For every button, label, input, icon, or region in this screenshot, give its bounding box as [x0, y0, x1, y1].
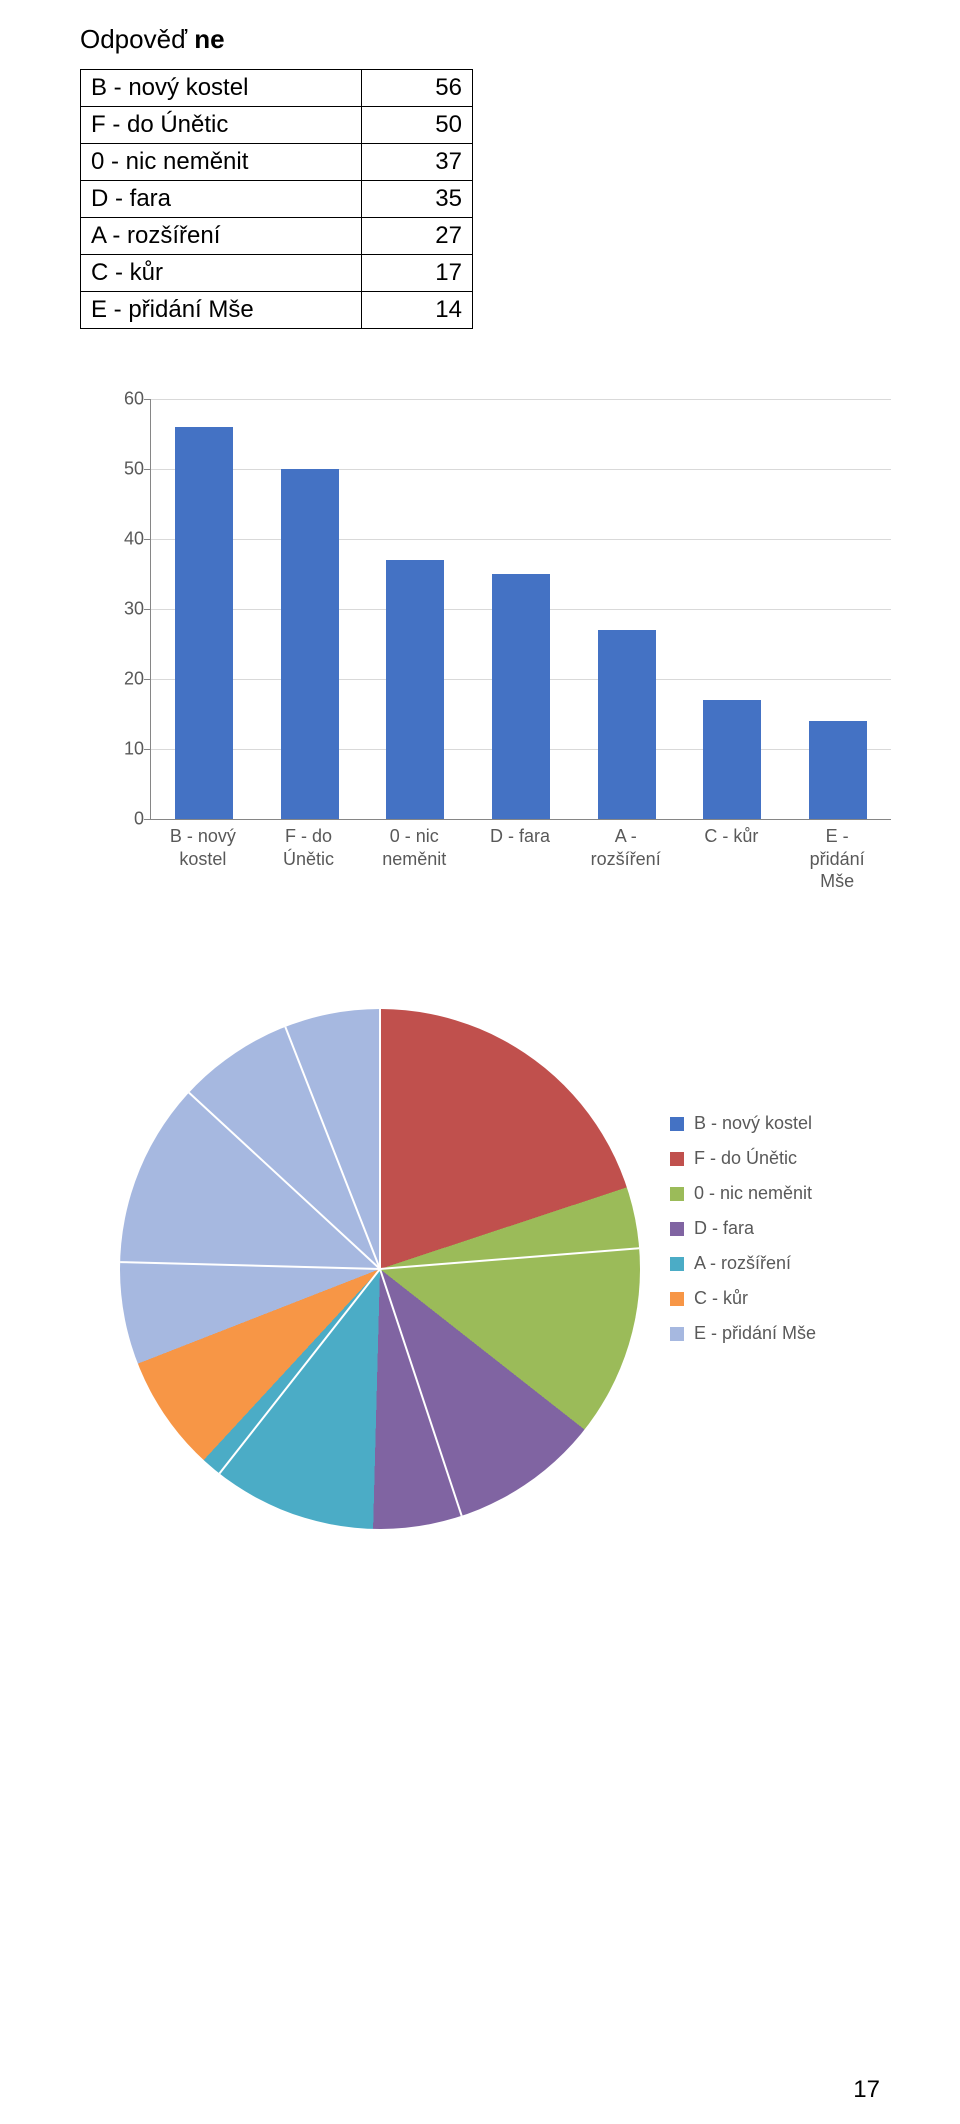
legend-swatch [670, 1292, 684, 1306]
bar [386, 560, 444, 819]
bar-chart-y-tick-mark [144, 399, 150, 400]
title-prefix: Odpověď [80, 24, 194, 54]
bar-chart-x-labels: B - novýkostelF - doÚnětic0 - nicneměnit… [150, 825, 890, 905]
bar [598, 630, 656, 819]
bar [281, 469, 339, 819]
bar [492, 574, 550, 819]
bar-chart-x-label: E -přidáníMše [784, 825, 890, 893]
legend-label: A - rozšíření [694, 1253, 791, 1274]
legend-item: B - nový kostel [670, 1113, 816, 1134]
legend-label: C - kůr [694, 1288, 748, 1309]
table-row: D - fara35 [81, 181, 473, 218]
table-cell-value: 50 [362, 107, 473, 144]
legend-label: F - do Únětic [694, 1148, 797, 1169]
table-cell-value: 37 [362, 144, 473, 181]
legend-item: A - rozšíření [670, 1253, 816, 1274]
bar-chart-y-tick-label: 0 [110, 809, 144, 830]
bar-chart-y-tick-mark [144, 819, 150, 820]
bar-chart-x-label: B - novýkostel [150, 825, 256, 870]
legend-label: B - nový kostel [694, 1113, 812, 1134]
table-cell-label: D - fara [81, 181, 362, 218]
section-title: Odpověď ne [80, 24, 880, 55]
table-cell-value: 14 [362, 292, 473, 329]
table-cell-label: E - přidání Mše [81, 292, 362, 329]
bar-chart-y-tick-mark [144, 749, 150, 750]
legend-label: 0 - nic neměnit [694, 1183, 812, 1204]
bar-chart-y-tick-label: 20 [110, 669, 144, 690]
table-cell-value: 35 [362, 181, 473, 218]
bar-chart-y-tick-mark [144, 469, 150, 470]
bar-chart-gridline [151, 539, 891, 540]
table-cell-value: 56 [362, 70, 473, 107]
bar-chart-x-label: 0 - nicneměnit [361, 825, 467, 870]
bar-chart-gridline [151, 399, 891, 400]
pie-chart-section: B - nový kostel F - do Únětic 0 - nic nemě… [90, 989, 910, 1549]
legend-item: 0 - nic neměnit [670, 1183, 816, 1204]
legend-swatch [670, 1257, 684, 1271]
pie-chart [120, 1009, 640, 1529]
table-row: 0 - nic neměnit37 [81, 144, 473, 181]
pie-legend: B - nový kostel F - do Únětic 0 - nic nemě… [670, 1099, 816, 1358]
title-emph: ne [194, 24, 224, 54]
legend-item: E - přidání Mše [670, 1323, 816, 1344]
legend-item: C - kůr [670, 1288, 816, 1309]
legend-swatch [670, 1187, 684, 1201]
bar-chart-y-tick-mark [144, 679, 150, 680]
bar-chart: B - novýkostelF - doÚnětic0 - nicneměnit… [90, 389, 910, 909]
bar-chart-y-tick-mark [144, 609, 150, 610]
bar-chart-y-tick-label: 30 [110, 599, 144, 620]
table-cell-value: 17 [362, 255, 473, 292]
bar-chart-y-tick-label: 50 [110, 459, 144, 480]
legend-label: D - fara [694, 1218, 754, 1239]
table-cell-label: F - do Únětic [81, 107, 362, 144]
legend-swatch [670, 1152, 684, 1166]
bar-chart-x-label: C - kůr [679, 825, 785, 848]
table-row: F - do Únětic50 [81, 107, 473, 144]
table-row: A - rozšíření27 [81, 218, 473, 255]
legend-swatch [670, 1327, 684, 1341]
table-cell-label: 0 - nic neměnit [81, 144, 362, 181]
bar-chart-gridline [151, 469, 891, 470]
bar-chart-y-tick-label: 10 [110, 739, 144, 760]
bar [703, 700, 761, 819]
table-cell-label: C - kůr [81, 255, 362, 292]
page: Odpověď ne B - nový kostel56F - do Úněti… [0, 0, 960, 2124]
table-cell-label: B - nový kostel [81, 70, 362, 107]
bar-chart-y-tick-label: 60 [110, 389, 144, 410]
table-row: B - nový kostel56 [81, 70, 473, 107]
table-row: E - přidání Mše14 [81, 292, 473, 329]
bar-chart-plot [150, 399, 891, 820]
page-number: 17 [853, 2076, 880, 2104]
data-table: B - nový kostel56F - do Únětic500 - nic … [80, 69, 473, 329]
bar-chart-x-label: F - doÚnětic [256, 825, 362, 870]
table-cell-label: A - rozšíření [81, 218, 362, 255]
bar [809, 721, 867, 819]
bar-chart-x-label: A -rozšíření [573, 825, 679, 870]
bar-chart-y-tick-label: 40 [110, 529, 144, 550]
data-table-body: B - nový kostel56F - do Únětic500 - nic … [81, 70, 473, 329]
legend-swatch [670, 1222, 684, 1236]
legend-label: E - přidání Mše [694, 1323, 816, 1344]
legend-swatch [670, 1117, 684, 1131]
table-cell-value: 27 [362, 218, 473, 255]
table-row: C - kůr17 [81, 255, 473, 292]
bar [175, 427, 233, 819]
legend-item: D - fara [670, 1218, 816, 1239]
bar-chart-y-tick-mark [144, 539, 150, 540]
legend-item: F - do Únětic [670, 1148, 816, 1169]
bar-chart-x-label: D - fara [467, 825, 573, 848]
